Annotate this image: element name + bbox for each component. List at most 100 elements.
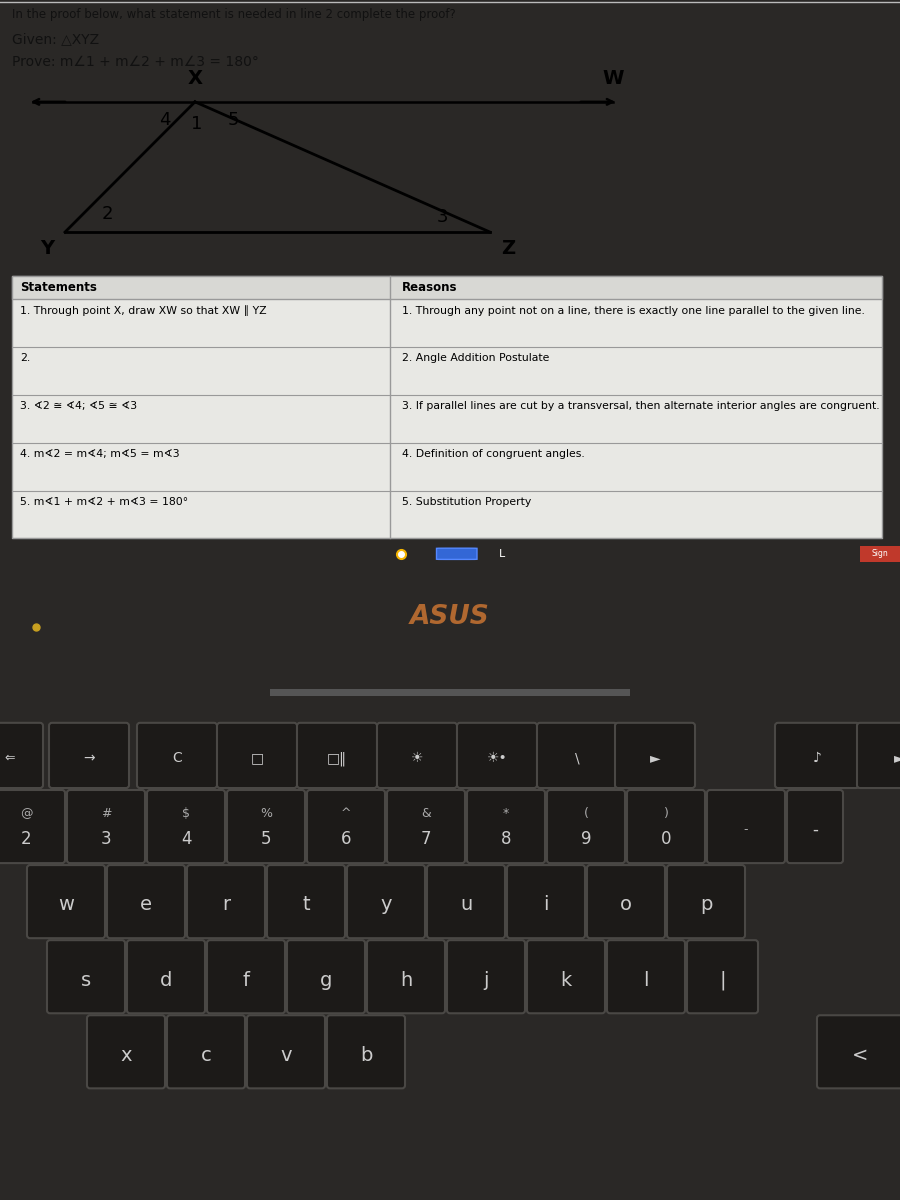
Text: 5: 5: [261, 829, 271, 847]
Text: Statements: Statements: [20, 281, 97, 294]
Text: 3: 3: [101, 829, 112, 847]
Text: C: C: [172, 751, 182, 766]
Text: *: *: [503, 806, 509, 820]
Text: X: X: [187, 70, 202, 89]
Text: 7: 7: [421, 829, 431, 847]
Text: □: □: [250, 751, 264, 766]
Text: |: |: [719, 971, 725, 990]
Text: L: L: [500, 548, 505, 559]
Text: 9: 9: [580, 829, 591, 847]
FancyBboxPatch shape: [247, 1015, 325, 1088]
Text: g: g: [320, 971, 332, 990]
FancyBboxPatch shape: [0, 790, 65, 863]
Text: 3. ∢2 ≅ ∢4; ∢5 ≅ ∢3: 3. ∢2 ≅ ∢4; ∢5 ≅ ∢3: [20, 402, 137, 412]
Text: x: x: [121, 1045, 131, 1064]
FancyBboxPatch shape: [327, 1015, 405, 1088]
FancyBboxPatch shape: [47, 940, 125, 1013]
Text: →: →: [83, 751, 94, 766]
FancyBboxPatch shape: [707, 790, 785, 863]
FancyBboxPatch shape: [187, 865, 265, 938]
Text: 3: 3: [436, 208, 448, 226]
FancyBboxPatch shape: [507, 865, 585, 938]
FancyBboxPatch shape: [27, 865, 105, 938]
Text: %: %: [260, 806, 272, 820]
Text: Y: Y: [40, 239, 54, 258]
Text: ►: ►: [894, 751, 900, 766]
Text: w: w: [58, 895, 74, 914]
Text: k: k: [561, 971, 572, 990]
FancyBboxPatch shape: [607, 940, 685, 1013]
FancyBboxPatch shape: [287, 940, 365, 1013]
Text: In the proof below, what statement is needed in line 2 complete the proof?: In the proof below, what statement is ne…: [12, 8, 455, 22]
FancyBboxPatch shape: [857, 722, 900, 788]
Text: &: &: [421, 806, 431, 820]
FancyBboxPatch shape: [227, 790, 305, 863]
FancyBboxPatch shape: [49, 722, 129, 788]
Text: ASUS: ASUS: [410, 605, 490, 630]
Text: 6: 6: [341, 829, 351, 847]
Text: 1: 1: [192, 114, 202, 132]
FancyBboxPatch shape: [147, 790, 225, 863]
FancyBboxPatch shape: [127, 940, 205, 1013]
Text: 3. If parallel lines are cut by a transversal, then alternate interior angles ar: 3. If parallel lines are cut by a transv…: [402, 402, 879, 412]
FancyBboxPatch shape: [307, 790, 385, 863]
FancyBboxPatch shape: [207, 940, 285, 1013]
FancyBboxPatch shape: [0, 722, 43, 788]
Text: h: h: [400, 971, 412, 990]
Text: Reasons: Reasons: [402, 281, 457, 294]
Text: v: v: [280, 1045, 292, 1064]
FancyBboxPatch shape: [137, 722, 217, 788]
Text: l: l: [644, 971, 649, 990]
FancyBboxPatch shape: [615, 722, 695, 788]
FancyBboxPatch shape: [297, 722, 377, 788]
Text: 4: 4: [159, 112, 171, 130]
Text: Given: △XYZ: Given: △XYZ: [12, 31, 99, 46]
FancyBboxPatch shape: [367, 940, 445, 1013]
Text: @: @: [20, 806, 32, 820]
FancyBboxPatch shape: [217, 722, 297, 788]
Text: s: s: [81, 971, 91, 990]
Text: #: #: [101, 806, 112, 820]
Text: □‖: □‖: [327, 751, 347, 766]
Text: ►: ►: [650, 751, 661, 766]
Text: ☀: ☀: [410, 751, 423, 766]
Text: y: y: [380, 895, 392, 914]
Text: 4: 4: [181, 829, 191, 847]
Text: \: \: [575, 751, 580, 766]
Text: (: (: [583, 806, 589, 820]
Text: d: d: [160, 971, 172, 990]
Text: 1. Through any point not on a line, there is exactly one line parallel to the gi: 1. Through any point not on a line, ther…: [402, 306, 865, 316]
Text: ^: ^: [341, 806, 351, 820]
FancyBboxPatch shape: [457, 722, 537, 788]
Text: W: W: [602, 70, 624, 89]
FancyBboxPatch shape: [627, 790, 705, 863]
Text: ): ): [663, 806, 669, 820]
FancyBboxPatch shape: [107, 865, 185, 938]
Text: <: <: [851, 1045, 868, 1064]
Text: Sign: Sign: [872, 550, 888, 558]
Text: 4. m∢2 = m∢4; m∢5 = m∢3: 4. m∢2 = m∢4; m∢5 = m∢3: [20, 449, 180, 460]
FancyBboxPatch shape: [587, 865, 665, 938]
FancyBboxPatch shape: [775, 722, 859, 788]
Text: f: f: [242, 971, 249, 990]
FancyBboxPatch shape: [427, 865, 505, 938]
Bar: [270, 689, 630, 696]
Text: ♪: ♪: [813, 751, 822, 766]
Text: 1. Through point X, draw XW so that XW ∥ YZ: 1. Through point X, draw XW so that XW ∥…: [20, 306, 266, 317]
Text: r: r: [222, 895, 230, 914]
FancyBboxPatch shape: [436, 548, 477, 559]
FancyBboxPatch shape: [447, 940, 525, 1013]
FancyBboxPatch shape: [527, 940, 605, 1013]
Bar: [12, 276, 882, 299]
Text: c: c: [201, 1045, 212, 1064]
Text: ☀•: ☀•: [487, 751, 508, 766]
Text: 4. Definition of congruent angles.: 4. Definition of congruent angles.: [402, 449, 585, 460]
Text: e: e: [140, 895, 152, 914]
Text: 8: 8: [500, 829, 511, 847]
Text: 2.: 2.: [20, 354, 31, 364]
Bar: [12, 276, 882, 539]
FancyBboxPatch shape: [267, 865, 345, 938]
Text: Prove: m∠1 + m∠2 + m∠3 = 180°: Prove: m∠1 + m∠2 + m∠3 = 180°: [12, 55, 259, 70]
FancyBboxPatch shape: [467, 790, 545, 863]
FancyBboxPatch shape: [667, 865, 745, 938]
